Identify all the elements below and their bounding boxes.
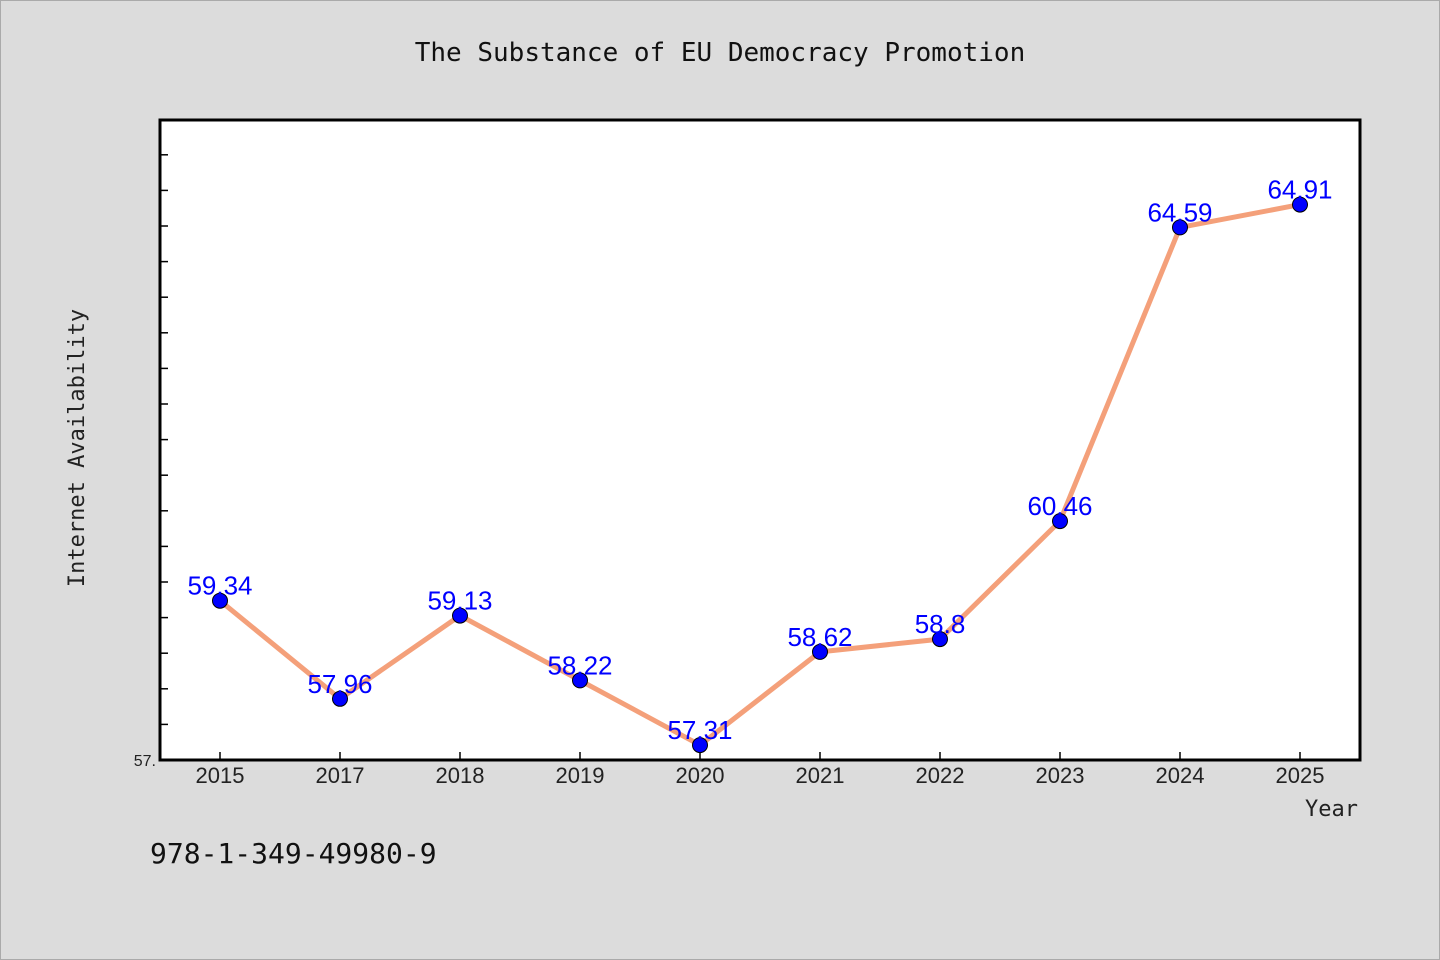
data-point [932,631,948,648]
data-label: 59.34 [187,571,252,601]
plot-area [158,118,1362,762]
data-labels: 59.34 57.96 59.13 58.22 57.31 58.62 58.8 60.46 6… [187,175,1332,745]
x-axis-ticks: 2015 2017 2018 2019 2020 2021 2022 2023 2024 2025 [196,752,1325,788]
y-tick-label-min: 57. [134,753,156,770]
data-label: 58.8 [915,609,966,639]
x-tick-label: 2017 [316,763,365,788]
chart-title: The Substance of EU Democracy Promotion [415,38,1025,68]
data-point [1292,196,1308,213]
data-label: 64.59 [1147,197,1212,227]
data-label: 59.13 [427,586,492,616]
x-tick-label: 2022 [916,763,965,788]
y-axis-label: Internet Availability [65,309,90,587]
data-point [572,672,588,689]
y-axis-ticks [160,154,168,726]
x-tick-label: 2020 [676,763,725,788]
data-point [812,643,828,660]
data-point [1052,513,1068,530]
x-tick-label: 2015 [196,763,245,788]
x-tick-label: 2018 [436,763,485,788]
x-tick-label: 2025 [1276,763,1325,788]
data-point [212,592,228,609]
data-label: 58.62 [787,622,852,652]
data-point [332,690,348,707]
data-label: 64.91 [1267,175,1332,205]
data-point [452,607,468,624]
series-line [217,202,1303,748]
x-axis-label: Year [1305,797,1358,822]
data-label: 57.96 [307,669,372,699]
x-tick-label: 2023 [1036,763,1085,788]
data-point [692,737,708,754]
data-label: 58.22 [547,650,612,680]
x-tick-label: 2021 [796,763,845,788]
x-tick-label: 2024 [1156,763,1205,788]
data-label: 57.31 [667,715,732,745]
data-point [1172,219,1188,236]
x-tick-label: 2019 [556,763,605,788]
footnote-isbn: 978-1-349-49980-9 [150,837,437,870]
data-label: 60.46 [1027,491,1092,521]
series-markers [212,196,1308,754]
